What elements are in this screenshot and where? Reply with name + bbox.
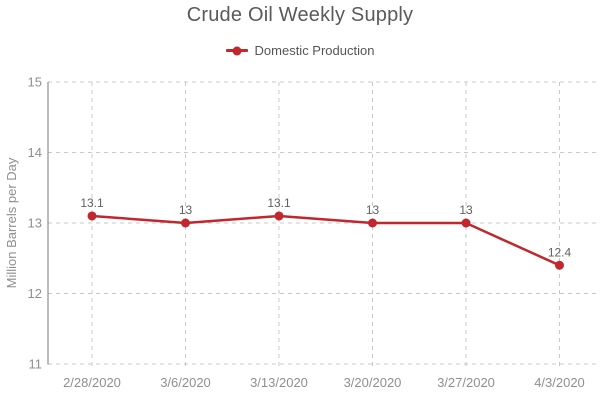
- data-label: 13: [179, 203, 193, 217]
- y-tick-label: 12: [28, 286, 42, 301]
- circle-marker-icon: [232, 46, 242, 55]
- y-axis-title: Million Barrels per Day: [4, 157, 19, 288]
- series-line: [91, 214, 561, 267]
- data-point[interactable]: [181, 218, 190, 228]
- data-point[interactable]: [461, 218, 471, 228]
- legend-label: Domestic Production: [254, 43, 375, 58]
- y-tick-label: 13: [28, 216, 42, 231]
- chart-title: Crude Oil Weekly Supply: [186, 4, 414, 26]
- data-point[interactable]: [274, 211, 284, 221]
- y-tick-label: 14: [28, 145, 42, 160]
- data-label: 13.1: [80, 196, 104, 210]
- data-label: 13.1: [267, 196, 291, 210]
- x-tick-label: 2/28/2020: [63, 375, 121, 390]
- x-tick-label: 4/3/2020: [534, 375, 585, 390]
- line-series-marker-icon: [225, 46, 248, 55]
- data-label: 12.4: [548, 245, 572, 259]
- x-tick-label: 3/20/2020: [344, 375, 402, 390]
- x-tick-label: 3/6/2020: [160, 375, 211, 390]
- data-point[interactable]: [555, 260, 564, 270]
- data-point[interactable]: [368, 218, 377, 228]
- y-tick-label: 15: [28, 75, 42, 90]
- x-tick-label: 3/27/2020: [437, 375, 495, 390]
- data-label: 13: [366, 203, 380, 217]
- legend-item-domestic-production[interactable]: Domestic Production: [225, 43, 375, 58]
- x-tick-label: 3/13/2020: [250, 375, 308, 390]
- data-label: 13: [459, 203, 473, 217]
- data-point[interactable]: [87, 211, 97, 221]
- legend: Domestic Production: [0, 43, 600, 58]
- y-tick-label: 11: [29, 357, 43, 372]
